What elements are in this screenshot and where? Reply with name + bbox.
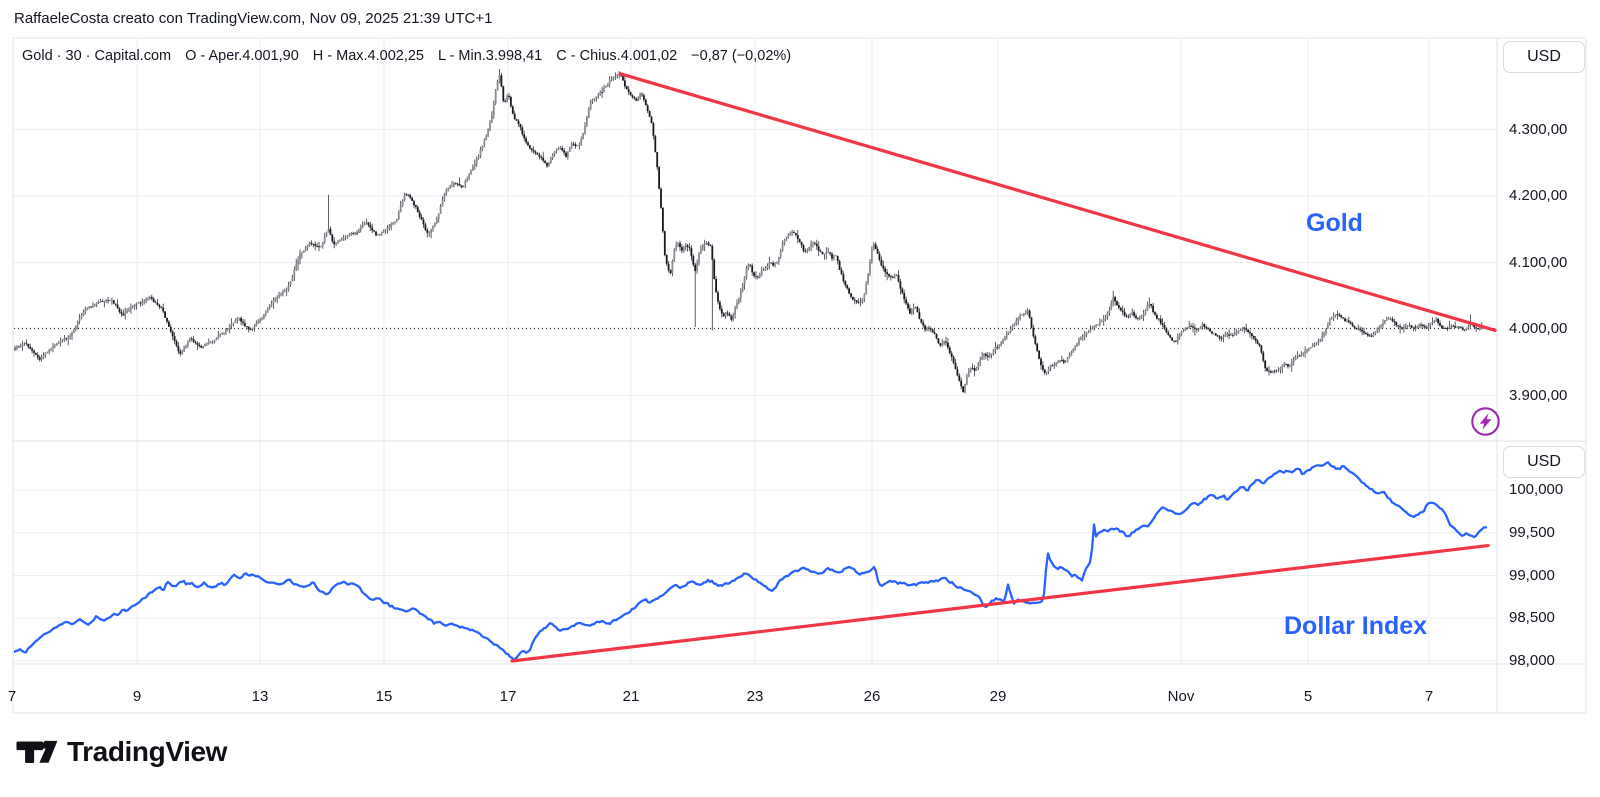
legend-symbol-title: Gold · 30 · Capital.com bbox=[22, 48, 172, 64]
flash-icon[interactable] bbox=[1469, 405, 1502, 438]
legend-open-value: O - Aper.4.001,90 bbox=[185, 48, 299, 64]
dollar-index-annotation-label[interactable]: Dollar Index bbox=[1284, 612, 1428, 640]
tradingview-logo-mark bbox=[16, 740, 58, 763]
dxy-currency-button[interactable]: USD bbox=[1503, 446, 1585, 478]
legend-high-value: H - Max.4.002,25 bbox=[312, 48, 424, 64]
legend-close-value: C - Chius.4.001,02 bbox=[556, 48, 678, 64]
legend-change-value: −0,87 (−0,02%) bbox=[691, 48, 792, 64]
gold-currency-button[interactable]: USD bbox=[1503, 41, 1585, 73]
symbol-legend: Gold · 30 · Capital.com O - Aper.4.001,9… bbox=[22, 48, 791, 64]
legend-low-value: L - Min.3.998,41 bbox=[438, 48, 543, 64]
tradingview-logo[interactable]: TradingView bbox=[16, 736, 227, 768]
attribution-text: RaffaeleCosta creato con TradingView.com… bbox=[14, 10, 493, 27]
tradingview-logo-text: TradingView bbox=[67, 736, 228, 767]
gold-annotation-label[interactable]: Gold bbox=[1306, 209, 1363, 237]
